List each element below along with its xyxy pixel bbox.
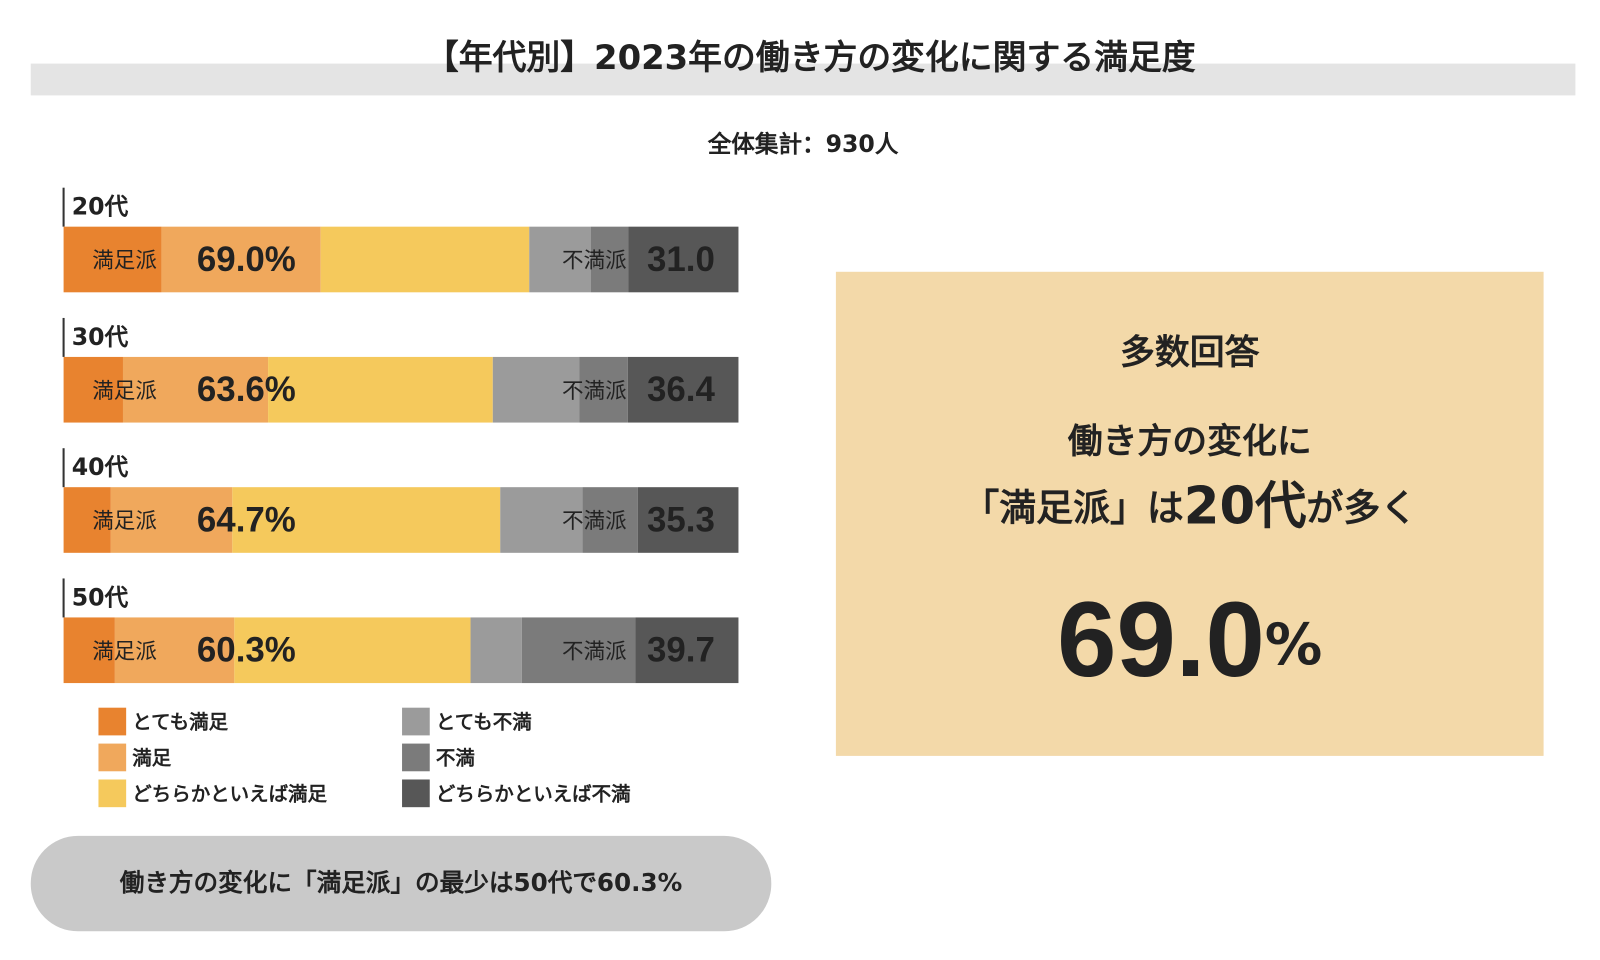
callout-text: が多く bbox=[1306, 486, 1417, 529]
satisfied-total: 69.0% bbox=[197, 240, 296, 279]
bar-segment bbox=[529, 226, 591, 293]
footer-pill bbox=[30, 835, 772, 932]
dissatisfied-label: 不満派 bbox=[562, 249, 627, 274]
footer-text: 働き方の変化に「満足派」の最少は50代で60.3% bbox=[119, 868, 683, 897]
bar-segment bbox=[63, 226, 162, 293]
bar-segment bbox=[114, 617, 235, 684]
callout-text: 「満足派」は bbox=[962, 486, 1183, 529]
bar-segment bbox=[232, 487, 501, 553]
callout-heading: 多数回答 bbox=[1120, 333, 1260, 373]
bar-segment bbox=[635, 617, 739, 684]
legend-label: とても不満 bbox=[436, 711, 532, 734]
callout-line: 「満足派」は20代が多く bbox=[962, 477, 1417, 537]
bar-segment bbox=[582, 487, 638, 553]
bar-segment bbox=[637, 487, 739, 553]
bar-segment bbox=[268, 356, 493, 423]
callout-unit: % bbox=[1265, 611, 1323, 678]
bar-segment bbox=[627, 356, 739, 423]
bar-segment bbox=[590, 226, 629, 293]
legend-label: 満足 bbox=[132, 746, 171, 769]
bar-segment bbox=[579, 356, 628, 423]
dissatisfied-label: 不満派 bbox=[562, 509, 627, 534]
chart-subtitle: 全体集計：930人 bbox=[707, 130, 899, 158]
bar-segment bbox=[161, 226, 321, 293]
satisfied-label: 満足派 bbox=[92, 639, 157, 664]
legend-swatch bbox=[402, 743, 430, 772]
legend-swatch bbox=[402, 707, 430, 736]
category-label: 40代 bbox=[72, 453, 129, 481]
legend-label: どちらかといえば不満 bbox=[436, 782, 631, 805]
callout-number: 69.0 bbox=[1057, 579, 1265, 699]
bar-segment bbox=[110, 487, 233, 553]
title-band bbox=[30, 63, 1576, 96]
dissatisfied-total: 39.7 bbox=[647, 631, 715, 670]
bar-segment bbox=[500, 487, 583, 553]
bar-segment bbox=[492, 356, 580, 423]
dissatisfied-total: 31.0 bbox=[647, 240, 715, 279]
bar-segment bbox=[63, 356, 123, 423]
bar-segment bbox=[470, 617, 522, 684]
bar-segment bbox=[628, 226, 739, 293]
callout-line: 働き方の変化に bbox=[1068, 421, 1312, 462]
satisfied-total: 60.3% bbox=[197, 631, 296, 670]
bar-segment bbox=[122, 356, 269, 423]
bar-segment bbox=[234, 617, 471, 684]
satisfied-label: 満足派 bbox=[92, 249, 157, 274]
legend-label: どちらかといえば満足 bbox=[132, 782, 327, 805]
dissatisfied-label: 不満派 bbox=[562, 379, 627, 404]
category-label: 20代 bbox=[72, 193, 129, 221]
satisfied-label: 満足派 bbox=[92, 379, 157, 404]
legend-label: 不満 bbox=[436, 746, 475, 769]
bar-segment bbox=[63, 487, 111, 553]
bar-segment bbox=[320, 226, 530, 293]
satisfied-label: 満足派 bbox=[92, 509, 157, 534]
legend-label: とても満足 bbox=[132, 711, 228, 734]
dissatisfied-label: 不満派 bbox=[562, 639, 627, 664]
callout-value: 69.0% bbox=[1057, 579, 1322, 699]
callout-box bbox=[835, 271, 1544, 756]
dissatisfied-total: 36.4 bbox=[647, 370, 715, 409]
satisfied-total: 63.6% bbox=[197, 370, 296, 409]
dissatisfied-total: 35.3 bbox=[647, 500, 715, 539]
legend-swatch bbox=[98, 707, 127, 736]
legend-swatch bbox=[98, 779, 127, 808]
category-label: 50代 bbox=[72, 583, 129, 611]
callout-emphasis: 20代 bbox=[1184, 477, 1307, 537]
bar-segment bbox=[521, 617, 636, 684]
legend-swatch bbox=[98, 743, 127, 772]
legend-swatch bbox=[402, 779, 430, 808]
category-label: 30代 bbox=[72, 323, 129, 351]
chart-title: 【年代別】2023年の働き方の変化に関する満足度 bbox=[425, 38, 1196, 77]
satisfied-total: 64.7% bbox=[197, 500, 296, 539]
bar-segment bbox=[63, 617, 115, 684]
